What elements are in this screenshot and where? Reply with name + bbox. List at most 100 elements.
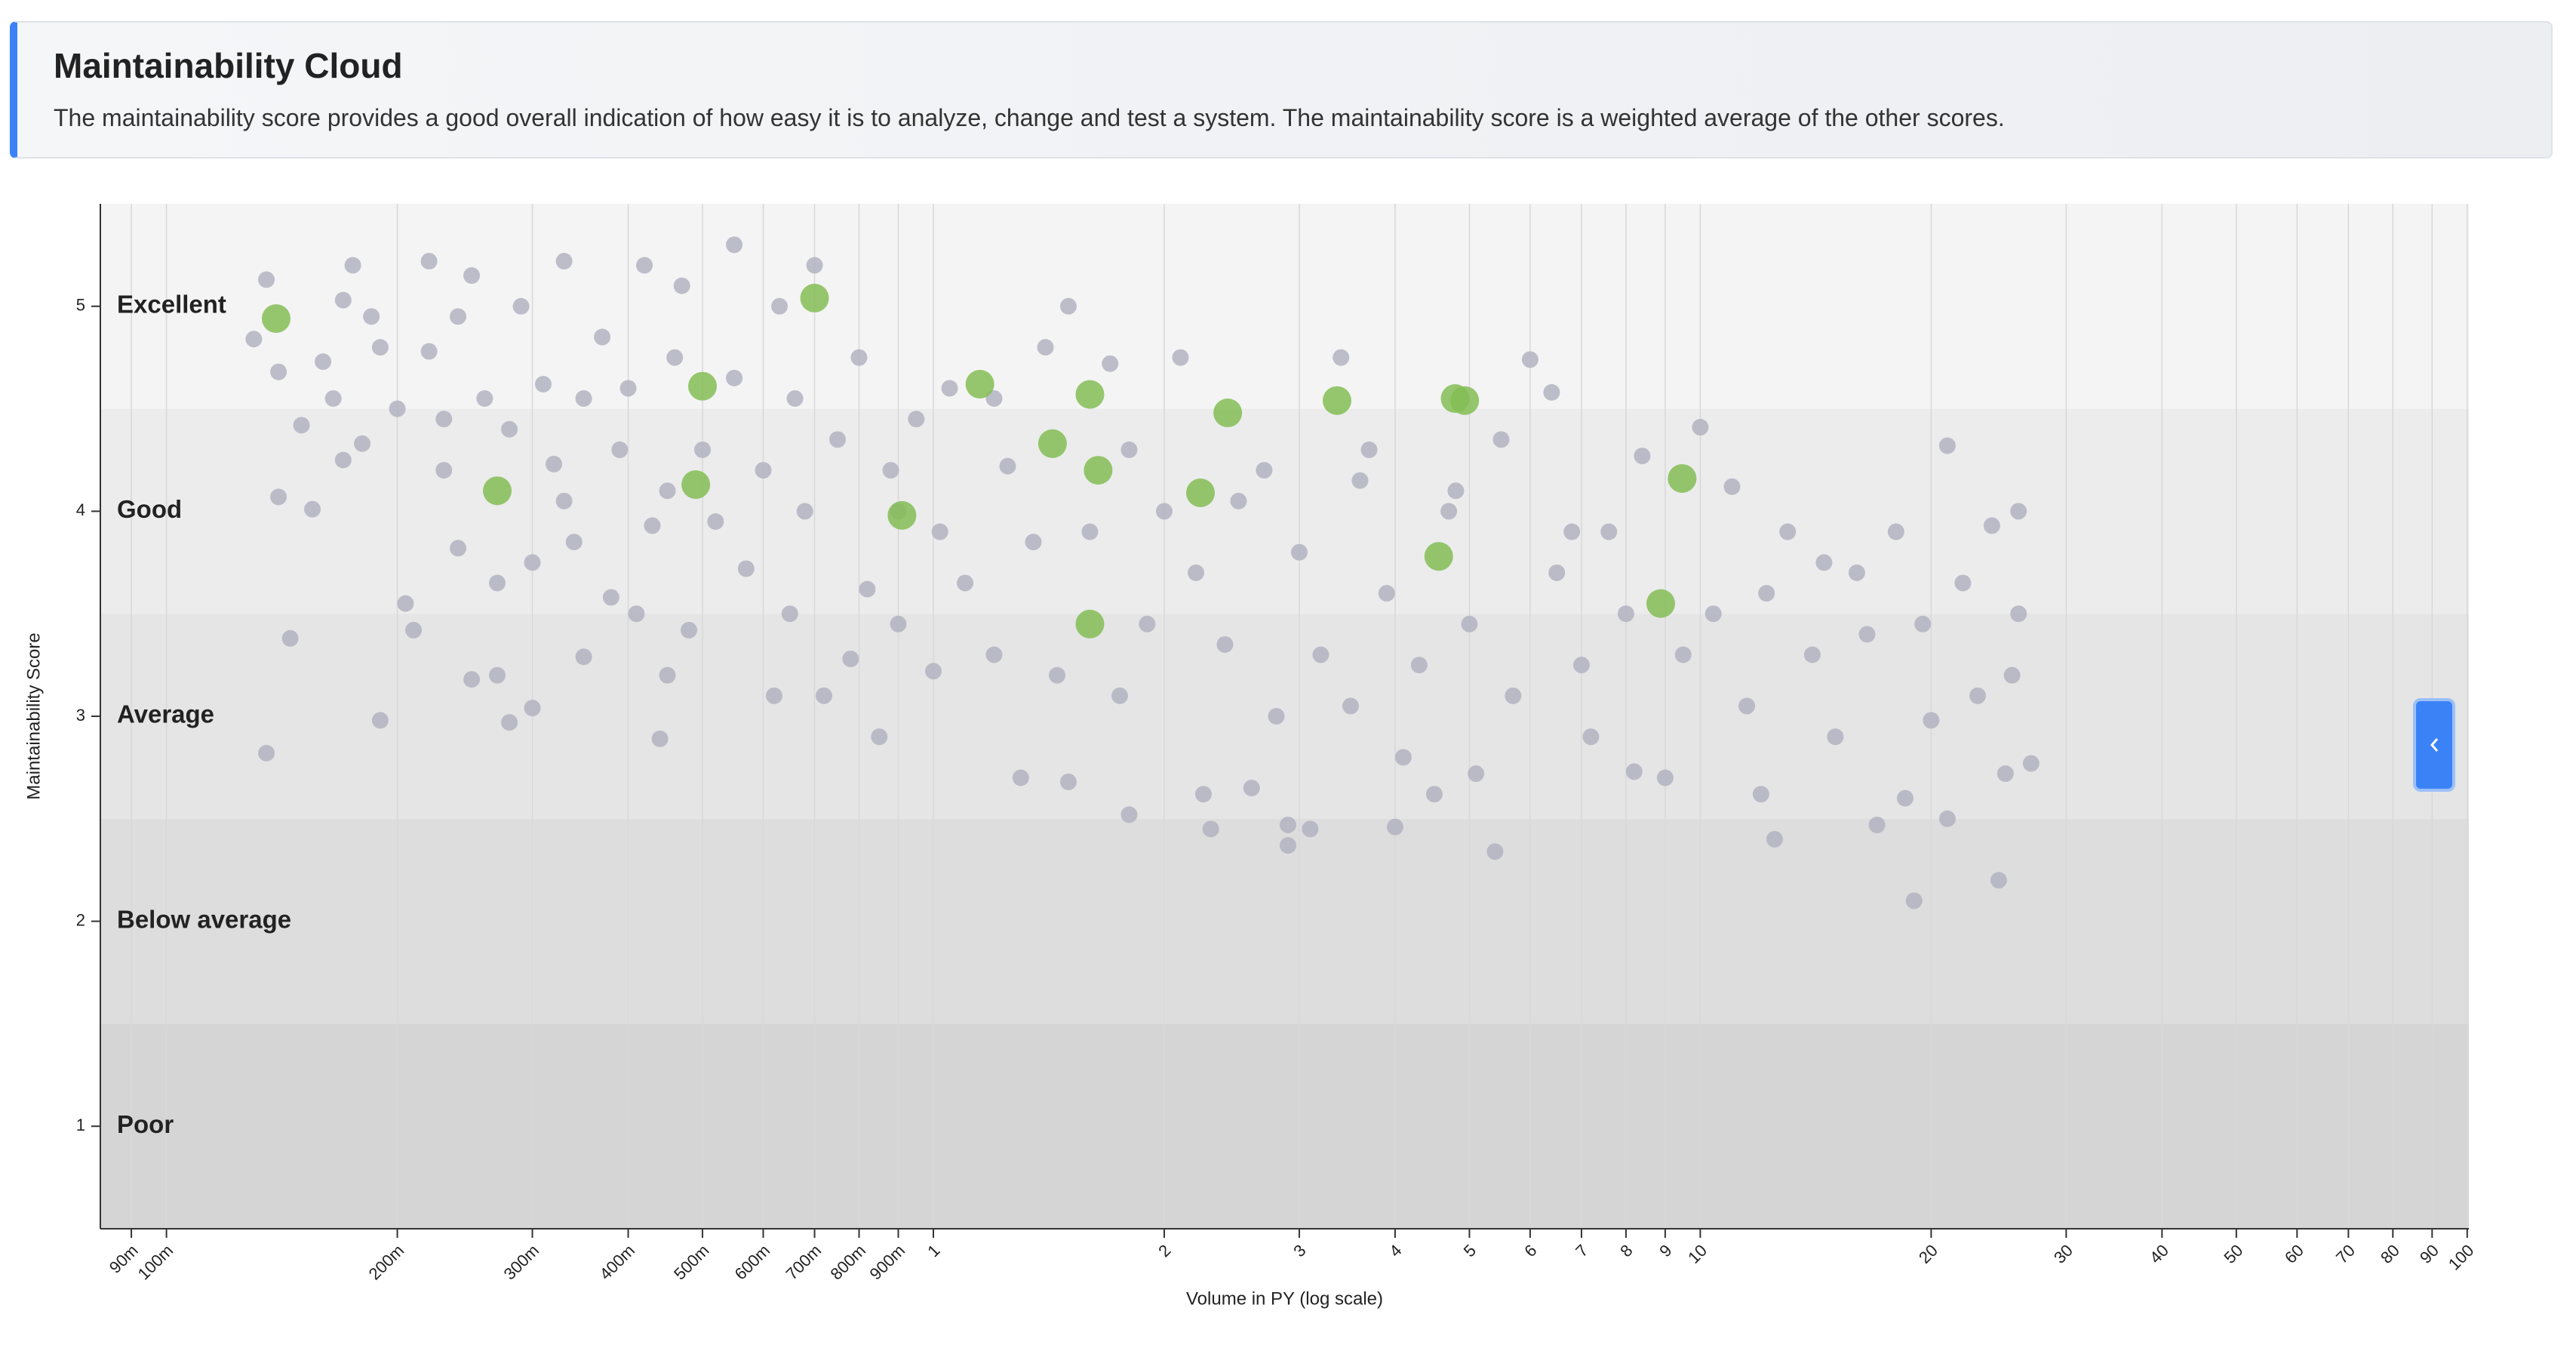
data-point	[489, 574, 506, 592]
data-point	[1410, 657, 1428, 674]
data-point	[666, 349, 684, 366]
x-tick-label: 50	[2220, 1241, 2246, 1267]
side-toggle-button[interactable]	[2413, 698, 2455, 792]
data-point	[1521, 351, 1539, 368]
data-point	[707, 512, 724, 530]
x-tick-label: 70	[2332, 1241, 2359, 1267]
data-point	[1990, 872, 2007, 889]
data-point	[371, 712, 389, 729]
data-point	[1279, 816, 1296, 833]
data-point	[659, 482, 676, 500]
data-point	[476, 390, 493, 408]
data-point	[1081, 523, 1099, 540]
y-axis-title: Maintainability Score	[23, 632, 44, 799]
data-point	[887, 500, 917, 530]
data-point	[575, 648, 592, 666]
x-tick-label: 9	[1655, 1241, 1675, 1260]
data-point	[270, 363, 287, 380]
data-point	[1625, 763, 1643, 780]
x-axis-title: Volume in PY (log scale)	[1186, 1288, 1383, 1309]
data-point	[1290, 543, 1308, 561]
data-point	[1997, 765, 2014, 783]
data-point	[1969, 687, 1987, 704]
data-point	[565, 534, 583, 551]
data-point	[1600, 523, 1618, 540]
data-point	[965, 370, 994, 399]
data-point	[726, 369, 743, 386]
band-label: Poor	[117, 1110, 174, 1138]
data-point	[1617, 605, 1634, 623]
x-tick-label: 10	[1684, 1241, 1711, 1267]
data-point	[1656, 769, 1674, 786]
band	[100, 204, 2469, 409]
x-tick-label: 6	[1520, 1241, 1540, 1260]
data-point	[1896, 789, 1914, 807]
data-point	[2010, 605, 2027, 623]
data-point	[1139, 615, 1156, 632]
data-point	[1563, 523, 1581, 540]
data-point	[1386, 818, 1403, 836]
x-tick-label: 80	[2377, 1241, 2403, 1267]
data-point	[1188, 564, 1205, 581]
data-point	[1868, 816, 1886, 833]
data-point	[882, 462, 899, 479]
data-point	[594, 328, 611, 346]
data-point	[1037, 339, 1054, 356]
data-point	[1120, 806, 1138, 823]
data-point	[1447, 482, 1465, 500]
data-point	[1803, 646, 1821, 663]
band-label: Good	[117, 495, 182, 523]
data-point	[575, 390, 592, 408]
band-label: Average	[117, 700, 214, 728]
y-tick-label: 2	[76, 910, 85, 929]
data-point	[781, 605, 798, 623]
data-point	[1548, 564, 1566, 581]
data-point	[1425, 786, 1443, 803]
data-point	[371, 339, 389, 356]
x-tick-label: 30	[2050, 1241, 2076, 1267]
band-label: Below average	[117, 905, 291, 933]
header: Maintainability Cloud The maintainabilit…	[10, 21, 2553, 158]
data-point	[1634, 448, 1651, 465]
data-point	[435, 462, 453, 479]
x-tick-label: 200m	[365, 1241, 408, 1284]
data-point	[344, 257, 361, 274]
data-point	[463, 267, 481, 285]
data-point	[501, 714, 518, 731]
data-point	[1059, 297, 1077, 315]
data-point	[651, 730, 669, 747]
x-tick-label: 7	[1572, 1241, 1591, 1260]
data-point	[1378, 585, 1395, 602]
data-point	[2022, 755, 2040, 772]
data-point	[1440, 503, 1458, 520]
data-point	[1572, 657, 1590, 674]
data-point	[524, 700, 541, 717]
data-point	[1674, 646, 1692, 663]
x-tick-label: 800m	[827, 1241, 870, 1284]
data-point	[924, 663, 942, 680]
data-point	[859, 580, 876, 598]
chevron-icon	[2430, 738, 2439, 752]
data-point	[334, 291, 352, 309]
data-point	[688, 371, 718, 401]
data-point	[1312, 646, 1329, 663]
data-point	[1983, 517, 2000, 534]
data-point	[435, 411, 453, 428]
data-point	[1243, 780, 1260, 797]
data-point	[324, 390, 342, 408]
data-point	[1075, 380, 1105, 409]
data-point	[463, 671, 481, 688]
data-point	[1342, 697, 1359, 715]
data-point	[1815, 554, 1833, 571]
x-tick-label: 4	[1385, 1241, 1405, 1260]
x-tick-label: 300m	[500, 1241, 543, 1284]
data-point	[1954, 574, 1972, 592]
data-point	[1492, 431, 1510, 448]
data-point	[1333, 349, 1350, 366]
data-point	[694, 441, 712, 458]
data-point	[850, 349, 868, 366]
data-point	[1723, 478, 1741, 495]
data-point	[483, 476, 512, 506]
data-point	[890, 615, 907, 632]
